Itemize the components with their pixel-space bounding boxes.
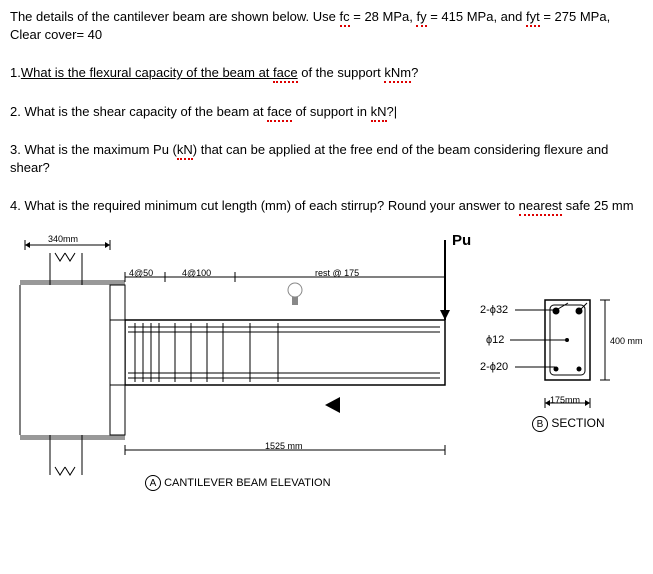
pu-label: Pu [452, 230, 471, 251]
question-2: 2. What is the shear capacity of the bea… [10, 103, 643, 121]
fy-label: fy [416, 9, 426, 27]
fy-val: = 415 MPa, and [427, 9, 526, 24]
length-label: 1525 mm [265, 440, 303, 453]
top-bar-label: 2-ϕ32 [480, 303, 508, 318]
fyt-label: fyt [526, 9, 540, 27]
fc-val: = 28 MPa, [350, 9, 417, 24]
q1-face: face [273, 65, 298, 83]
stirrup-100: 4@100 [182, 267, 211, 280]
section-text: SECTION [551, 416, 604, 430]
intro-part1: The details of the cantilever beam are s… [10, 9, 340, 24]
q4-prefix: 4. What is the required minimum cut leng… [10, 198, 519, 213]
elevation-caption: A CANTILEVER BEAM ELEVATION [145, 475, 331, 491]
q2-face: face [267, 104, 292, 122]
q1-text-a: What is the flexural capacity of the bea… [21, 65, 273, 80]
intro-text: The details of the cantilever beam are s… [10, 8, 643, 44]
cursor-mark: | [394, 104, 397, 119]
q1-unit: kNm [384, 65, 411, 83]
fc-label: fc [340, 9, 350, 27]
section-b-label: B SECTION [532, 415, 605, 432]
stirrup-50: 4@50 [129, 267, 153, 280]
stirrup-rest: rest @ 175 [315, 267, 359, 280]
q3-unit: kN [177, 142, 193, 160]
question-4: 4. What is the required minimum cut leng… [10, 197, 643, 215]
width-label: 175mm [550, 394, 580, 407]
question-3: 3. What is the maximum Pu (kN) that can … [10, 141, 643, 177]
q1-q: ? [411, 65, 418, 80]
q4-text-a: safe 25 mm [562, 198, 634, 213]
q2-unit: kN [371, 104, 387, 122]
q2-text-a: of support in [292, 104, 371, 119]
caption-text: CANTILEVER BEAM ELEVATION [164, 477, 330, 489]
q2-q: ? [387, 104, 394, 119]
dim-340: 340mm [48, 233, 78, 246]
letter-b: B [532, 416, 548, 432]
q4-nearest: nearest [519, 198, 562, 216]
mid-bar-label: ϕ12 [486, 333, 504, 348]
height-label: 400 mm [610, 335, 643, 348]
letter-a: A [145, 475, 161, 491]
q1-text-b: of the support [298, 65, 385, 80]
q3-prefix: 3. What is the maximum Pu ( [10, 142, 177, 157]
beam-diagram: 340mm 4@50 4@100 rest @ 175 Pu 2-ϕ32 ϕ12… [10, 235, 640, 505]
question-1: 1.What is the flexural capacity of the b… [10, 64, 643, 82]
bot-bar-label: 2-ϕ20 [480, 360, 508, 375]
q2-prefix: 2. What is the shear capacity of the bea… [10, 104, 267, 119]
q1-prefix: 1. [10, 65, 21, 80]
